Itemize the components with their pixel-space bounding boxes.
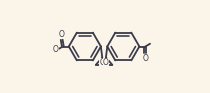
Text: O: O (52, 45, 58, 53)
Text: O: O (99, 58, 105, 67)
Text: O: O (59, 30, 65, 39)
Text: O: O (103, 58, 109, 67)
Text: O: O (142, 54, 148, 63)
